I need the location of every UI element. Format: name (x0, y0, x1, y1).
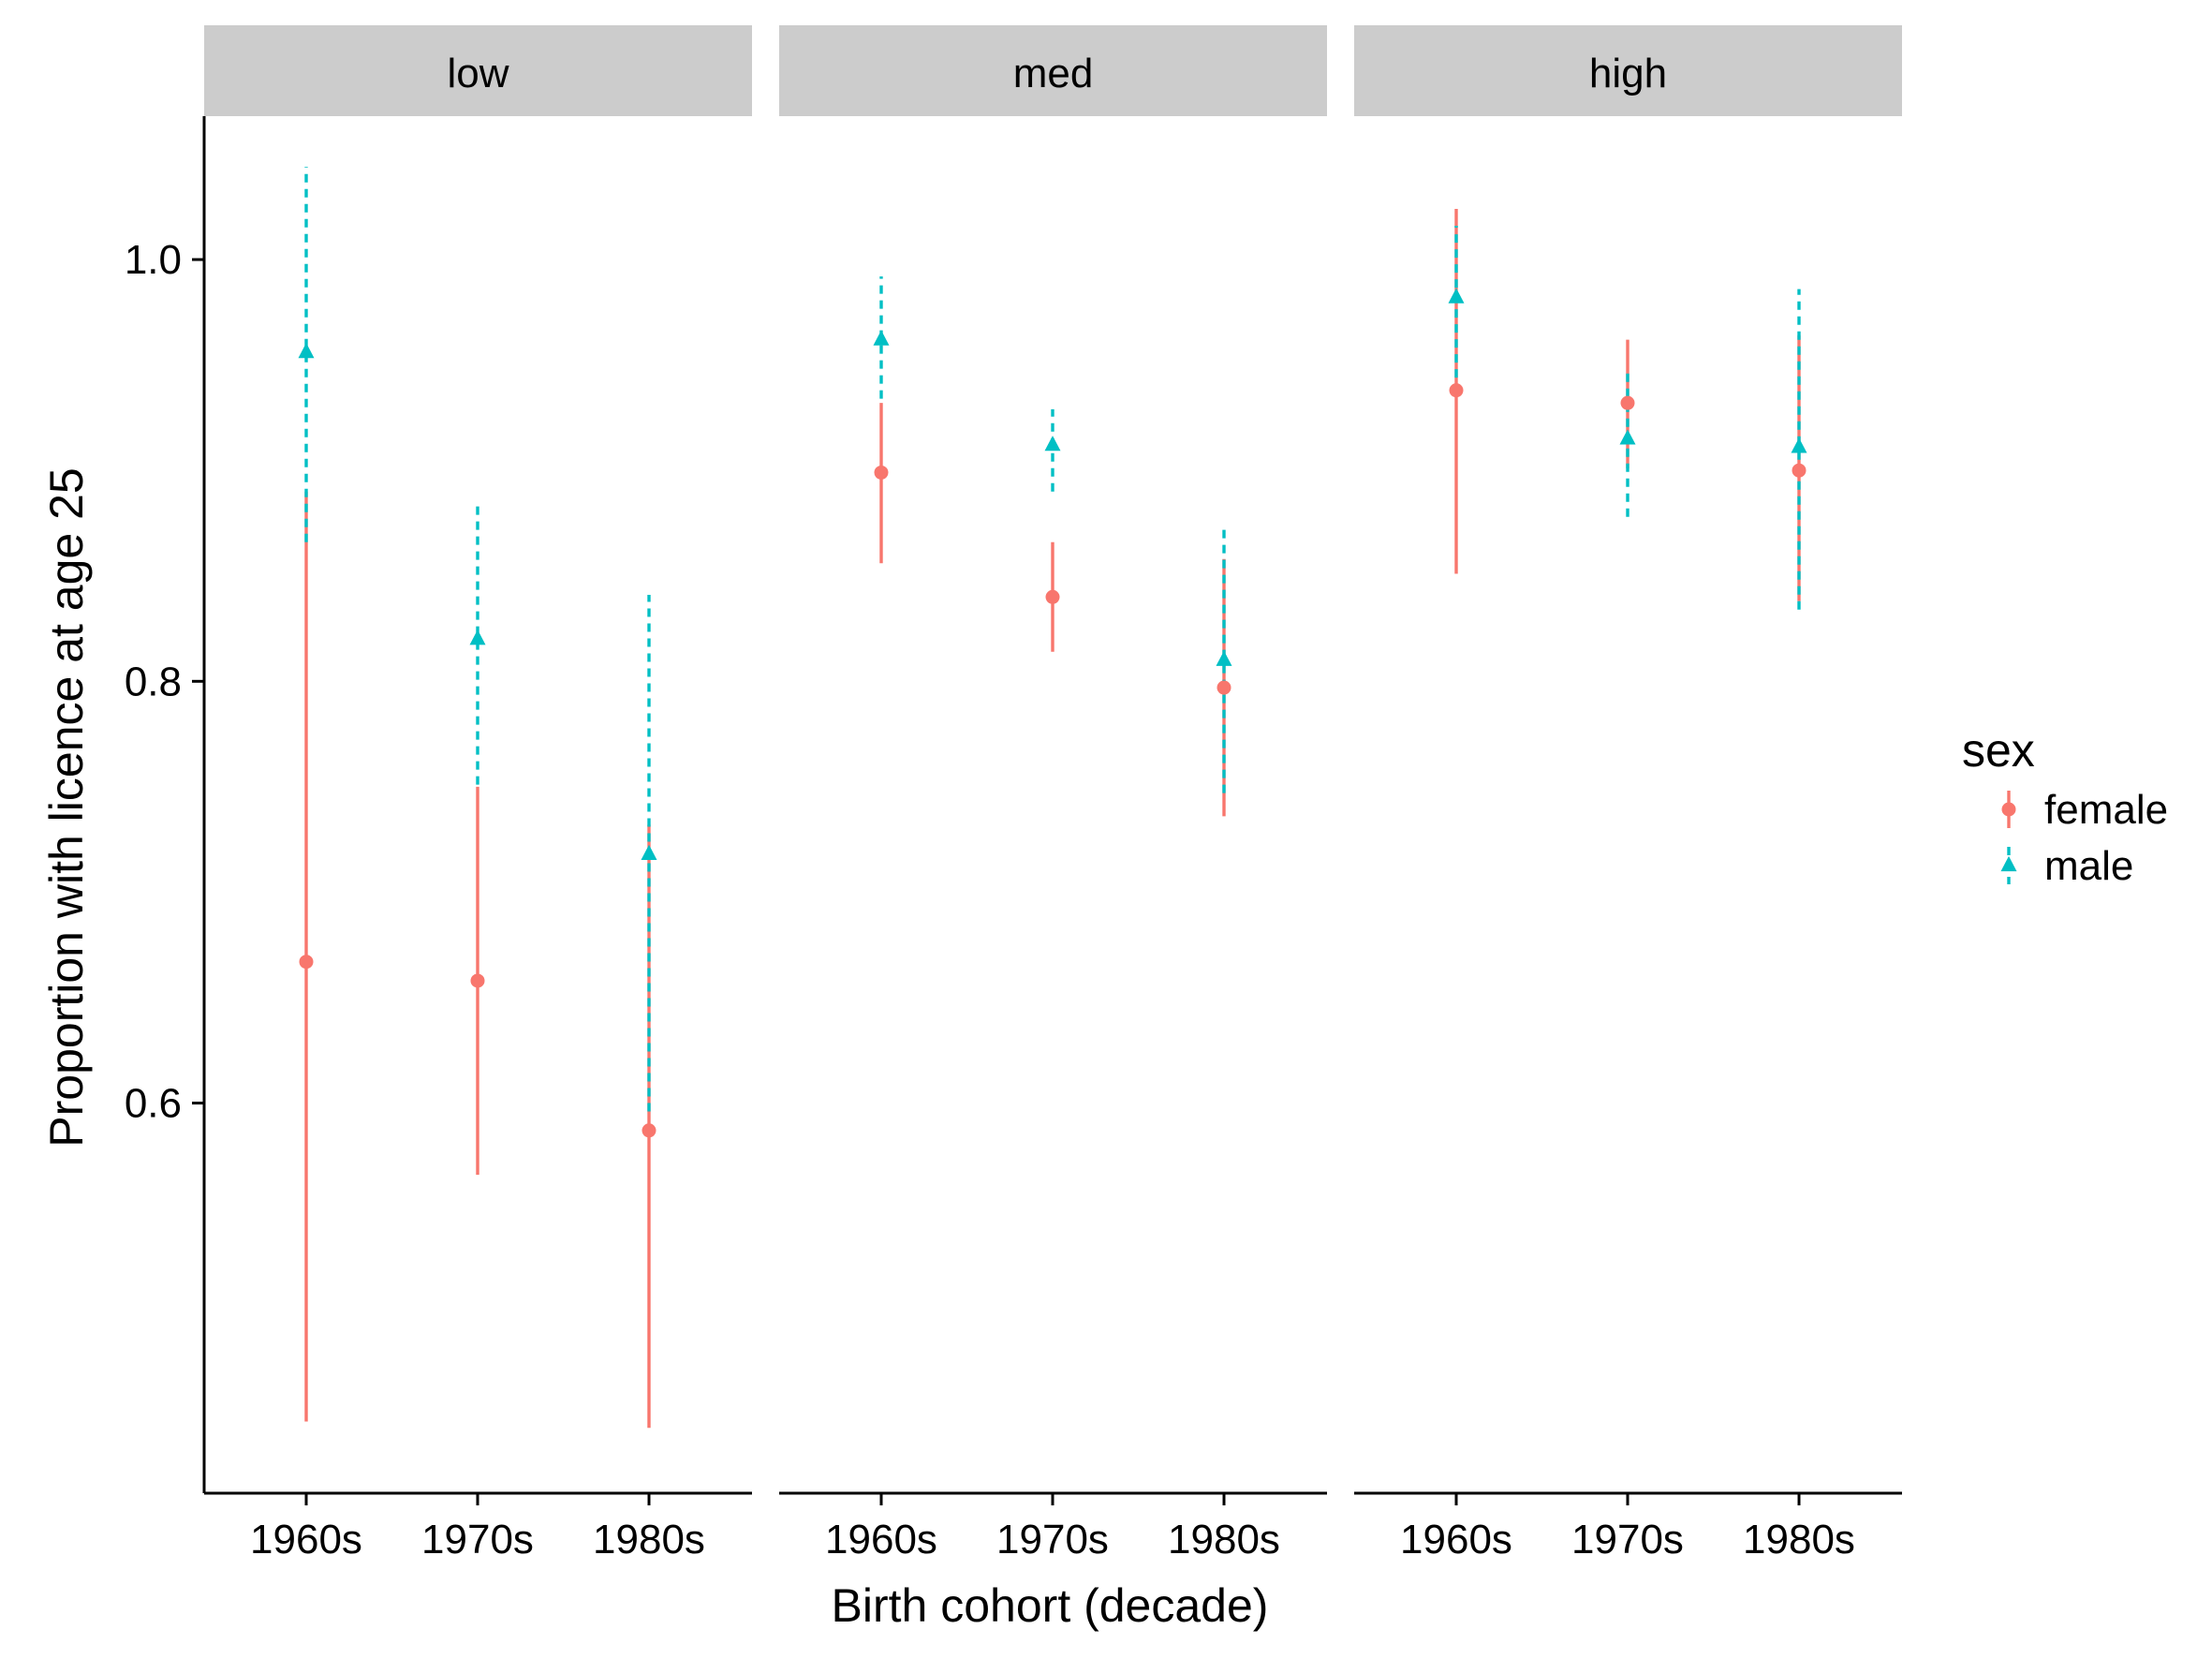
facet-label: med (1013, 51, 1094, 96)
legend-key-point (2000, 855, 2017, 872)
legend-label: male (2044, 843, 2133, 889)
legend-item-female: female (2001, 787, 2168, 833)
x-axis-title: Birth cohort (decade) (832, 1579, 1269, 1632)
x-tick-label: 1970s (421, 1517, 534, 1563)
point-female (1045, 589, 1060, 604)
legend-label: female (2044, 787, 2168, 833)
legend-key-point (2001, 802, 2016, 817)
x-tick-label: 1980s (1743, 1517, 1855, 1563)
point-male (1044, 436, 1061, 452)
point-male (1216, 650, 1232, 666)
point-female (1620, 395, 1635, 410)
x-tick-label: 1960s (825, 1517, 937, 1563)
point-male (641, 844, 657, 861)
point-female (1217, 680, 1231, 695)
facet-strip (204, 25, 752, 116)
y-tick-label: 1.0 (125, 237, 182, 283)
x-tick-label: 1960s (1400, 1517, 1512, 1563)
point-male (1791, 437, 1807, 453)
point-female (1449, 383, 1464, 398)
facet-panel-med: med 1960s 1970s 1980s (779, 25, 1327, 1563)
point-male (469, 630, 486, 645)
x-tick-label: 1980s (1168, 1517, 1280, 1563)
point-female (299, 955, 314, 970)
point-female (874, 465, 889, 480)
point-female (1792, 463, 1806, 478)
x-tick-label: 1960s (250, 1517, 362, 1563)
facet-strip (1354, 25, 1902, 116)
legend-title: sex (1962, 724, 2035, 777)
y-axis-title: Proportion with licence at age 25 (40, 467, 93, 1147)
facet-panel-low: low 1960s 1970s 1980s (204, 25, 752, 1563)
point-female (470, 973, 485, 988)
facet-panel-high: high 1960s 1970s 1980s (1354, 25, 1902, 1563)
facet-label: low (447, 51, 509, 96)
point-male (298, 343, 315, 359)
point-male (873, 330, 890, 346)
facet-strip (779, 25, 1327, 116)
x-tick-label: 1970s (1571, 1517, 1684, 1563)
x-tick-label: 1980s (593, 1517, 705, 1563)
legend-item-male: male (2000, 843, 2133, 889)
point-male (1619, 429, 1636, 445)
x-tick-label: 1970s (996, 1517, 1109, 1563)
facet-label: high (1589, 51, 1667, 96)
y-axis: 0.6 0.8 1.0 (125, 116, 206, 1493)
point-male (1448, 288, 1465, 304)
y-tick-label: 0.8 (125, 659, 182, 704)
y-tick-label: 0.6 (125, 1081, 182, 1127)
point-female (641, 1123, 656, 1138)
